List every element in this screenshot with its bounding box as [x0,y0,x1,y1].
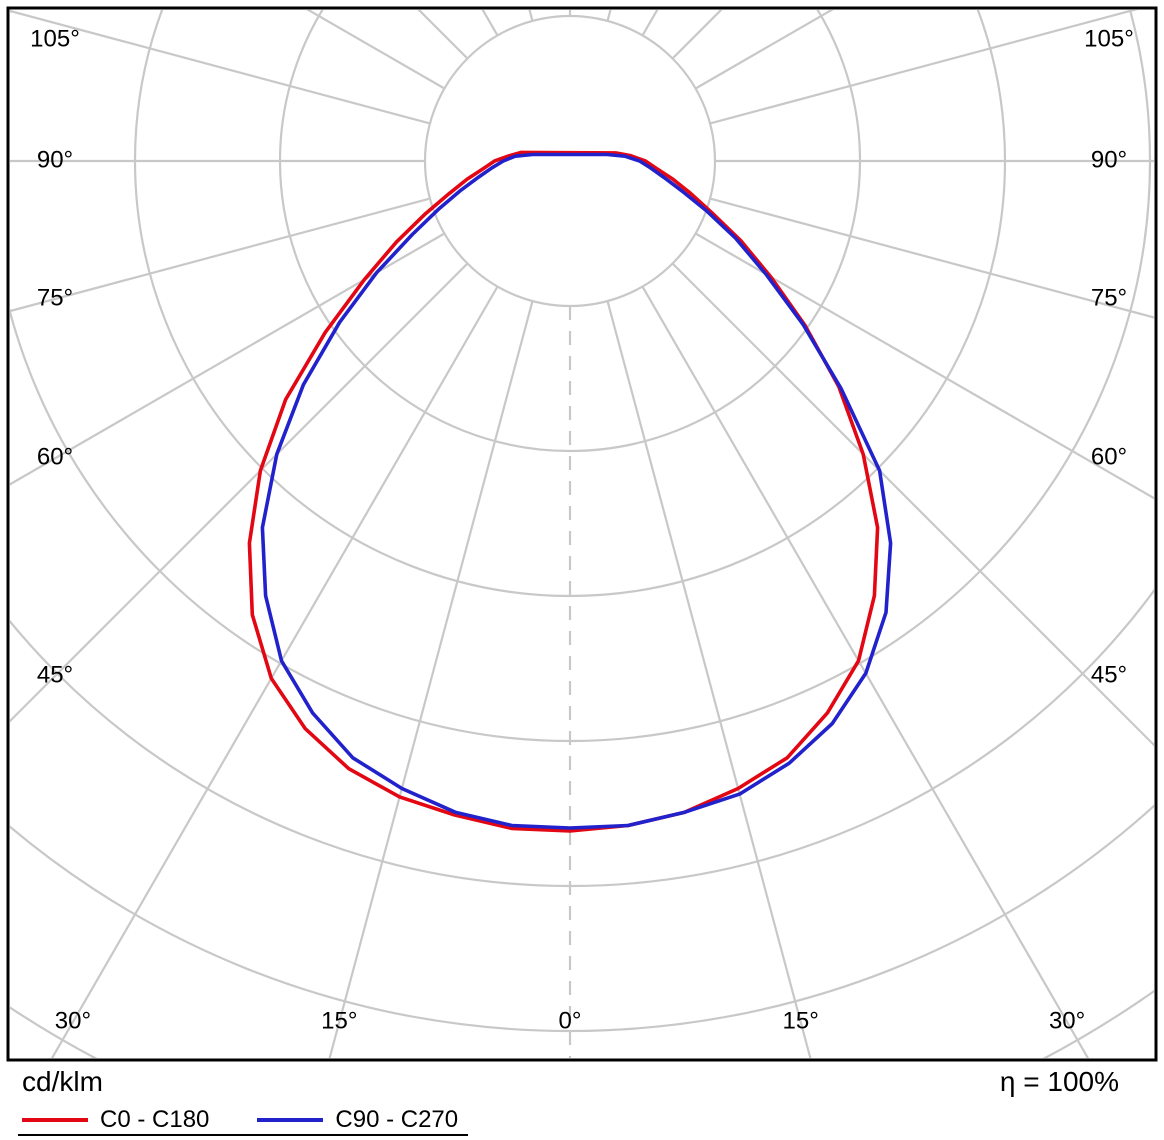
angle-label: 60° [1091,444,1127,471]
legend-label-c90-c270: C90 - C270 [335,1106,459,1133]
legend-item-c90-c270: C90 - C270 [257,1106,458,1134]
chart-footer: cd/klm η = 100% C0 - C180 C90 - C270 [0,1062,1164,1140]
legend-divider [18,1134,468,1136]
angle-label: 90° [1091,146,1127,173]
angle-label: 75° [1091,284,1127,311]
grid-circle [423,14,717,308]
legend-line-c90-c270-icon [257,1118,324,1122]
radial-unit-label: cd/klm [22,1066,103,1097]
grid-radial-line [606,300,812,1058]
legend: C0 - C180 C90 - C270 [22,1106,458,1134]
chart-frame [6,6,1158,1062]
legend-item-c0-c180: C0 - C180 [22,1106,209,1134]
angle-labels: 0° 15° 15° 30° 30° 45° 45° 60° 60° 75° 75° 90° 90° 10… [30,25,1134,1034]
angle-label: 15° [783,1007,819,1034]
grid-radial-line [528,10,534,22]
curve-c0-c180 [247,150,880,833]
grid-radial-line [695,232,1154,500]
angle-label: 60° [37,444,73,471]
grid-radial-line [709,197,1154,319]
grid-radial-line [10,197,431,313]
angle-label: 45° [1091,661,1127,688]
legend-line-c0-c180-icon [22,1118,88,1122]
angle-label: 15° [321,1007,357,1034]
grid-radial-line [709,10,1138,125]
grid-radial-line [10,262,469,723]
polar-grid [10,10,1154,1058]
grid-radial-line [606,10,612,22]
intensity-curves [247,150,893,833]
angle-label: 105° [30,25,80,52]
angle-label: 0° [559,1007,582,1034]
grid-circle [10,10,1151,742]
grid-radial-line [641,286,1090,1058]
grid-radial-line [10,232,445,486]
legend-label-c0-c180: C0 - C180 [100,1106,210,1133]
grid-circle [10,588,1154,887]
angle-label: 30° [1049,1007,1085,1034]
grid-circle [10,989,1154,1058]
grid-radial-line [10,10,431,125]
angle-label: 105° [1084,25,1134,52]
angle-label: 30° [55,1007,91,1034]
grid-radial-line [50,286,499,1058]
angle-label: 45° [37,661,73,688]
polar-intensity-chart: 0° 15° 15° 30° 30° 45° 45° 60° 60° 75° 75° 90° 90° 10… [6,6,1158,1062]
grid-radial-line [671,262,1154,747]
efficiency-label: η = 100% [999,1066,1119,1097]
angle-label: 75° [37,284,73,311]
curve-c90-c270 [260,152,893,830]
grid-radial-line [328,300,534,1058]
angle-label: 90° [37,146,73,173]
